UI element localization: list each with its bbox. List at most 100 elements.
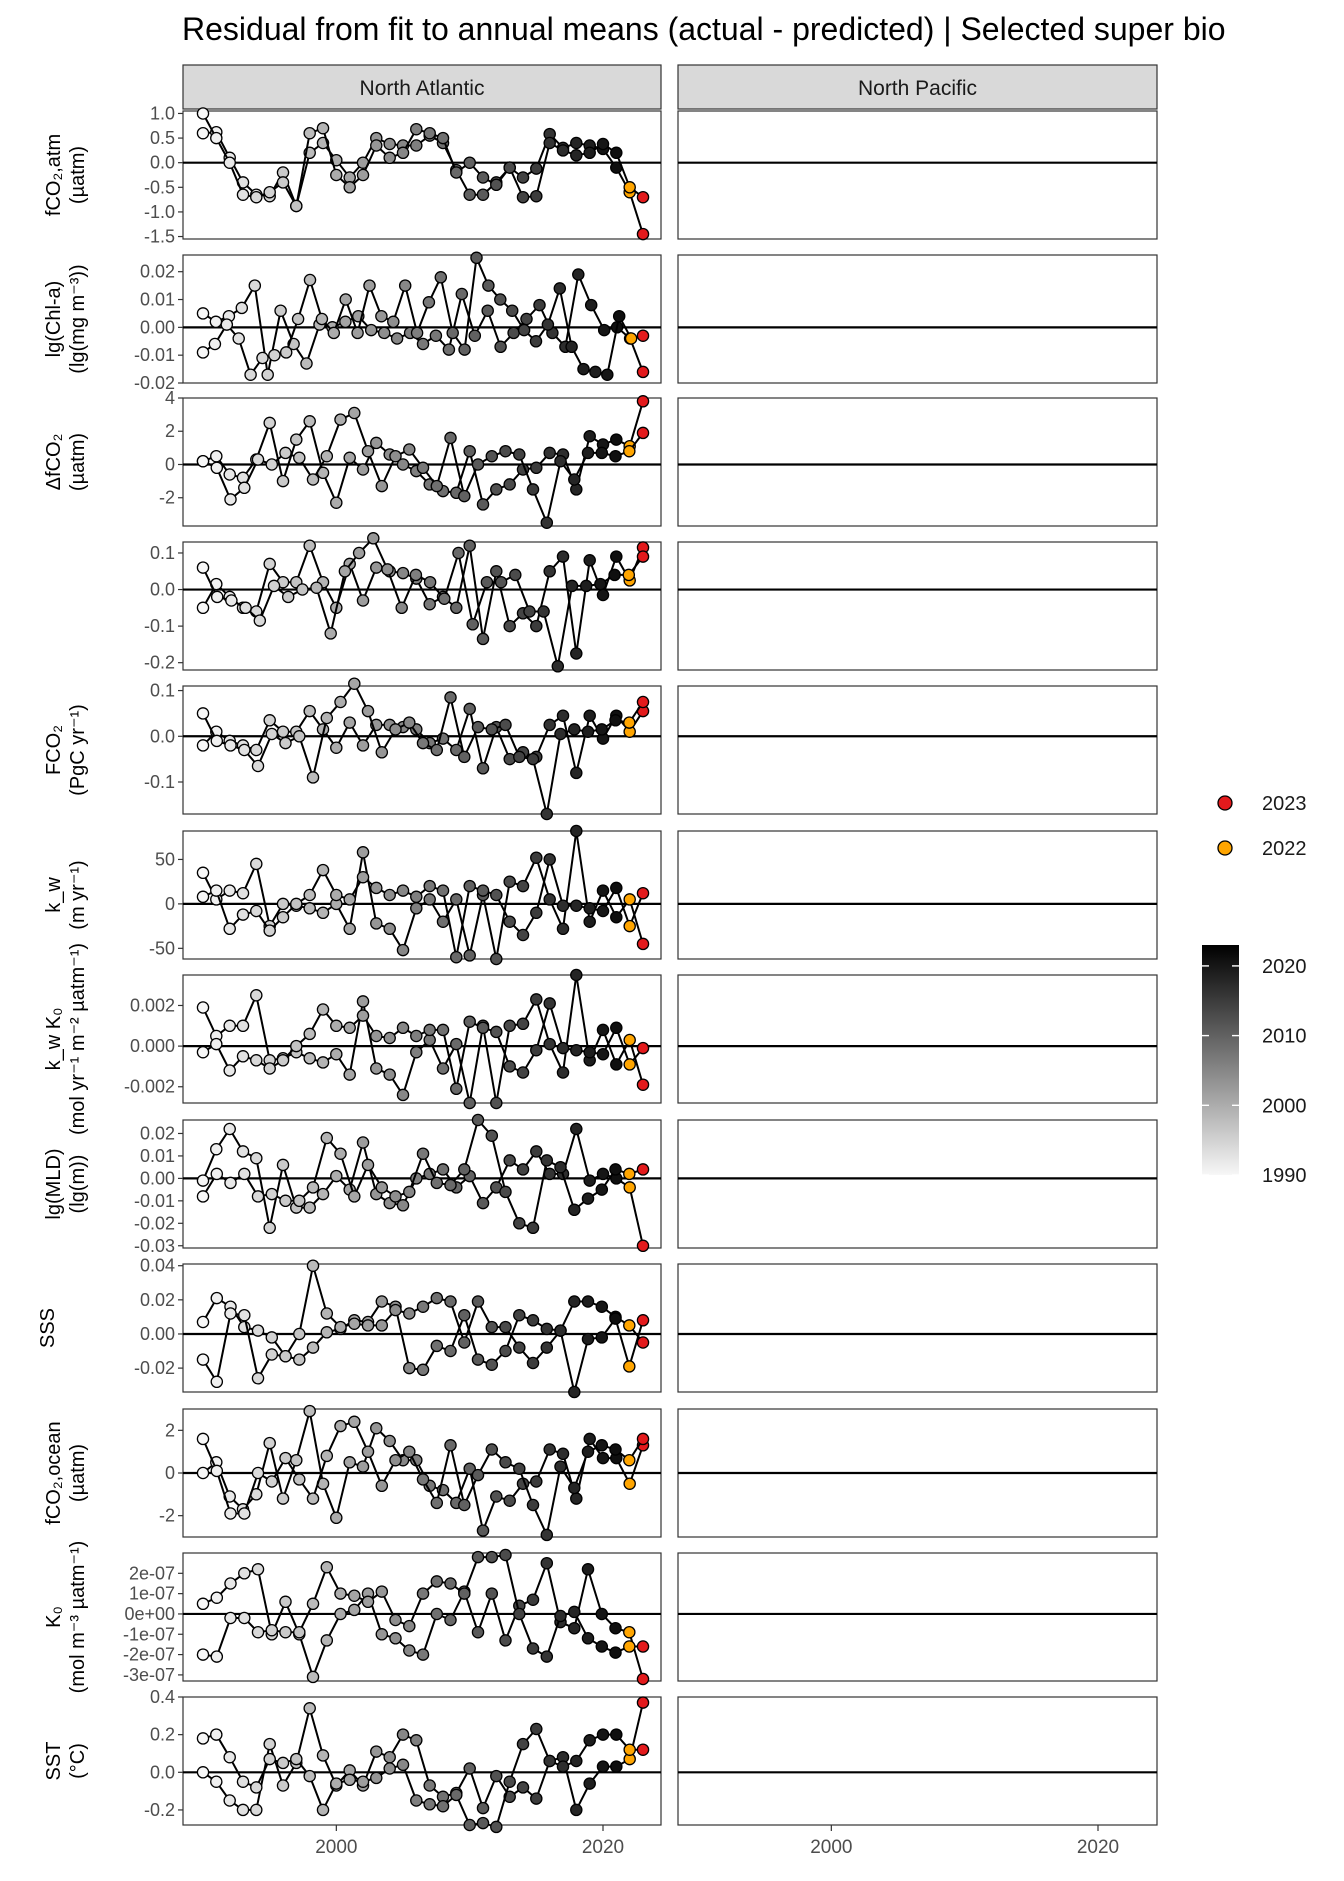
- data-point: [196, 454, 210, 468]
- data-point: [330, 741, 343, 754]
- data-point: [343, 922, 356, 936]
- data-point: [482, 279, 495, 292]
- y-axis-label-line: K₀: [43, 1606, 65, 1628]
- data-point: [239, 601, 252, 615]
- data-point: [583, 554, 596, 567]
- data-point: [276, 1054, 290, 1067]
- panel-border: [677, 685, 1158, 815]
- data-point: [361, 704, 375, 718]
- y-tick-label: 1.0: [150, 103, 175, 123]
- y-tick-label: 0e+00: [124, 1604, 175, 1624]
- data-point: [324, 627, 337, 640]
- data-point: [463, 879, 476, 893]
- data-point: [330, 1169, 343, 1183]
- data-point: [596, 904, 610, 918]
- data-point: [367, 532, 380, 545]
- data-point: [398, 279, 412, 292]
- data-point: [338, 565, 352, 578]
- data-point: [320, 1634, 334, 1647]
- data-point: [370, 1029, 383, 1043]
- y-axis-label: k_w K₀ (mol yr⁻¹ m⁻² µatm⁻¹): [43, 943, 89, 1135]
- data-point: [320, 1326, 334, 1339]
- y-tick-label: 0: [165, 1463, 175, 1483]
- facet-panels: [182, 107, 1158, 1834]
- panel-border: [677, 830, 1158, 960]
- data-point: [223, 1019, 236, 1033]
- data-point: [265, 1187, 279, 1201]
- data-point: [306, 1597, 320, 1611]
- data-point: [196, 346, 210, 359]
- data-point: [589, 365, 602, 379]
- panel-border: [677, 1696, 1158, 1826]
- data-point: [623, 1743, 636, 1756]
- data-point: [303, 126, 316, 140]
- data-point: [623, 181, 636, 194]
- data-point: [523, 605, 536, 618]
- data-point: [236, 886, 250, 900]
- data-point: [276, 176, 290, 189]
- data-point: [503, 619, 516, 633]
- data-point: [356, 168, 370, 182]
- data-point: [485, 1129, 499, 1142]
- data-point: [540, 1322, 554, 1336]
- y-axis-label-line: (PgC yr⁻¹): [67, 704, 89, 796]
- data-point: [383, 1434, 396, 1448]
- data-point: [471, 1468, 485, 1482]
- data-point: [463, 188, 476, 201]
- data-point: [481, 304, 494, 317]
- data-point: [540, 1341, 554, 1354]
- panel-border: [182, 685, 662, 815]
- data-point: [581, 1632, 595, 1645]
- data-point: [543, 718, 556, 732]
- data-point: [596, 1728, 610, 1741]
- data-point: [636, 329, 650, 342]
- data-point: [436, 131, 450, 145]
- data-point: [410, 1794, 423, 1807]
- y-tick-label: 0.4: [150, 1687, 175, 1707]
- data-point: [458, 750, 471, 764]
- data-point: [570, 1754, 583, 1768]
- data-point: [610, 1021, 623, 1035]
- data-point: [244, 368, 257, 381]
- facet-strip: [677, 64, 1158, 110]
- y-axis-label-line: (lg(mg m⁻³)): [67, 264, 89, 373]
- data-point: [458, 1587, 471, 1600]
- data-point: [610, 146, 623, 160]
- data-point: [570, 766, 583, 780]
- data-point: [568, 1385, 581, 1399]
- data-point: [530, 189, 543, 203]
- data-point: [583, 1045, 596, 1059]
- facet-strip-label: North Atlantic: [360, 77, 485, 100]
- data-point: [330, 1019, 343, 1033]
- data-point: [526, 1314, 540, 1327]
- data-point: [423, 1779, 436, 1792]
- data-point: [196, 1766, 210, 1779]
- facet-strips: North Atlantic North Pacific: [182, 64, 1158, 110]
- y-tick-label: 0.5: [150, 128, 175, 148]
- data-point: [476, 1816, 490, 1830]
- data-point: [595, 1607, 609, 1621]
- data-point: [320, 1449, 334, 1463]
- data-point: [310, 581, 323, 594]
- data-point: [543, 565, 556, 578]
- data-point: [263, 1436, 276, 1450]
- data-point: [361, 444, 375, 458]
- data-point: [370, 881, 383, 895]
- data-point: [471, 1550, 485, 1564]
- y-tick-label: -2: [159, 488, 175, 508]
- facet-strip: [182, 64, 662, 110]
- data-point: [334, 413, 347, 426]
- data-point: [423, 1023, 436, 1037]
- data-point: [430, 1291, 444, 1305]
- data-point: [476, 1524, 490, 1537]
- panel-border: [677, 1263, 1158, 1393]
- data-point: [263, 1221, 276, 1235]
- facet-panel: [182, 1552, 662, 1686]
- data-point: [210, 1037, 223, 1051]
- data-point: [224, 1507, 237, 1520]
- data-point: [403, 1619, 416, 1633]
- data-point: [348, 1589, 361, 1602]
- data-point: [597, 323, 611, 337]
- y-tick-label: -0.02: [134, 373, 175, 393]
- data-point: [507, 326, 520, 340]
